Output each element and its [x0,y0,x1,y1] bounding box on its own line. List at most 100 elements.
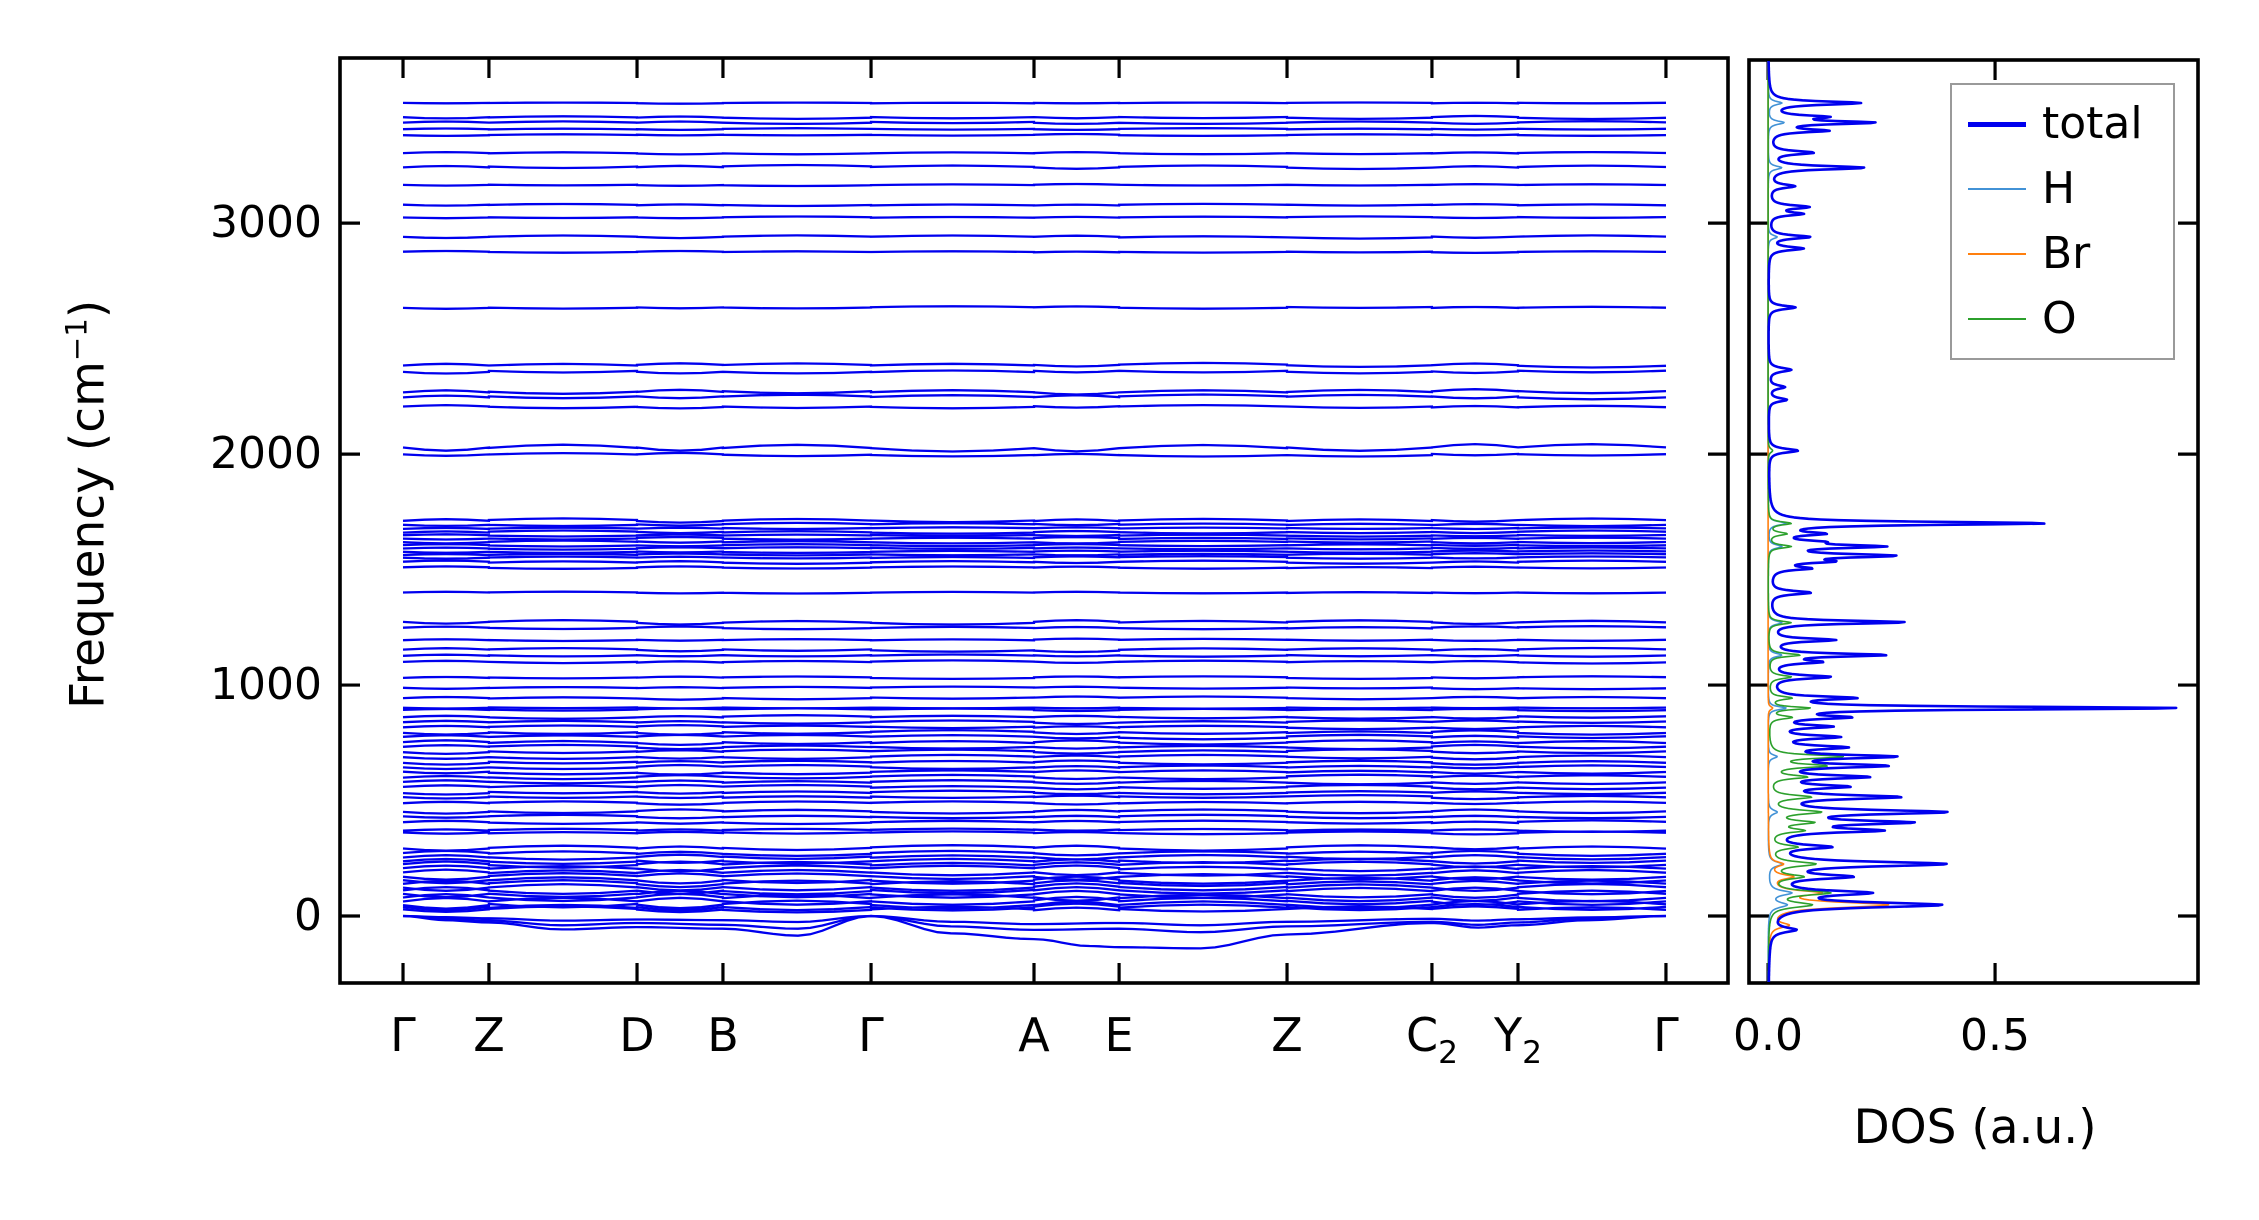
phonon-band [402,546,1667,551]
kpoint-label-Γ: Γ [801,1012,941,1058]
dos-panel-frame [1747,58,2200,985]
kpoint-label-A: A [964,1012,1104,1058]
phonon-band [402,879,1667,889]
kpoint-label-Y2: Y2 [1448,1012,1588,1069]
band-lines [402,101,1667,914]
legend-row-Br: Br [1952,224,2173,284]
phonon-band [402,114,1667,121]
legend-label-H: H [2042,163,2076,214]
phonon-band [402,565,1667,570]
legend-line-H [1968,188,2026,190]
y-axis-title-close: ) [60,299,116,319]
kpoint-label-main: Z [1271,1008,1303,1062]
kpoint-label-E: E [1049,1012,1189,1058]
legend: total H Br O [1950,83,2175,360]
kpoint-label-subscript: 2 [1438,1035,1459,1071]
phonon-band [402,132,1667,138]
phonon-band [402,539,1667,545]
kpoint-label-B: B [653,1012,793,1058]
phonon-band [402,202,1667,208]
phonon-band [402,529,1667,535]
phonon-band [402,552,1667,557]
phonon-band [402,695,1667,701]
kpoint-label-C2: C2 [1362,1012,1502,1069]
phonon-band [402,830,1667,836]
phonon-band [402,646,1667,654]
phonon-band [402,675,1667,681]
phonon-band [402,783,1667,791]
phonon-band [402,779,1667,786]
kpoint-label-subscript: 2 [1522,1035,1542,1071]
dos-axis-title: DOS (a.u.) [1853,1100,2097,1155]
phonon-band [402,249,1667,255]
kpoint-label-main: Γ [390,1008,416,1062]
phonon-band [402,769,1667,776]
y-tick-label-0: 0 [294,890,322,941]
acoustic-band [402,914,1667,950]
kpoint-label-Z: Z [1217,1012,1357,1058]
dos-tick-label-0.5: 0.5 [1960,1010,2030,1061]
axis-ticks [340,58,2198,983]
kpoint-label-main: E [1104,1008,1134,1062]
kpoint-label-main: Γ [858,1008,884,1062]
phonon-band [402,827,1667,833]
phonon-band [402,857,1667,866]
phonon-band [402,526,1667,531]
phonon-band [402,759,1667,766]
phonon-band [402,849,1667,858]
legend-row-total: total [1952,94,2173,154]
phonon-band [402,733,1667,741]
y-tick-label-3000: 3000 [210,197,322,248]
legend-row-O: O [1952,289,2173,349]
phonon-band [402,215,1667,220]
phonon-band [402,789,1667,796]
phonon-band [402,625,1667,631]
phonon-band [402,748,1667,756]
legend-label-O: O [2042,293,2077,344]
phonon-band [402,521,1667,528]
legend-line-Br [1968,253,2026,255]
phonon-band [402,127,1667,132]
kpoint-label-Z: Z [419,1012,559,1058]
kpoint-label-Γ: Γ [333,1012,473,1058]
legend-line-total [1968,121,2026,127]
phonon-band [402,559,1667,565]
phonon-band [402,555,1667,560]
kpoint-label-main: D [619,1008,655,1062]
phonon-band [402,101,1667,105]
phonon-band [402,864,1667,873]
phonon-band [402,902,1667,912]
phonon-band [402,800,1667,806]
phonon-band [402,533,1667,538]
phonon-band [402,773,1667,781]
phonon-band [402,739,1667,747]
phonon-band [402,707,1667,713]
phonon-band [402,714,1667,720]
phonon-band [402,813,1667,820]
phonon-band [402,618,1667,626]
phonon-band [402,637,1667,643]
phonon-band [402,844,1667,852]
kpoint-label-main: B [707,1008,739,1062]
kpoint-label-D: D [567,1012,707,1058]
phonon-band [402,819,1667,826]
y-axis-title-superscript: −1 [59,318,94,362]
phonon-band [402,120,1667,126]
kpoint-label-main: C [1405,1008,1439,1062]
legend-label-total: total [2042,98,2143,149]
kpoint-label-main: Z [473,1008,505,1062]
phonon-band [402,388,1667,396]
legend-row-H: H [1952,159,2173,219]
phonon-band [402,719,1667,726]
kpoint-label-main: Y [1493,1008,1523,1062]
phonon-band [402,753,1667,761]
phonon-band [402,743,1667,751]
phonon-band [402,808,1667,815]
legend-line-O [1968,318,2026,320]
phonon-band [402,535,1667,541]
phonon-band [402,685,1667,691]
phonon-band [402,393,1667,401]
phonon-band [402,590,1667,595]
phonon-band [402,369,1667,375]
